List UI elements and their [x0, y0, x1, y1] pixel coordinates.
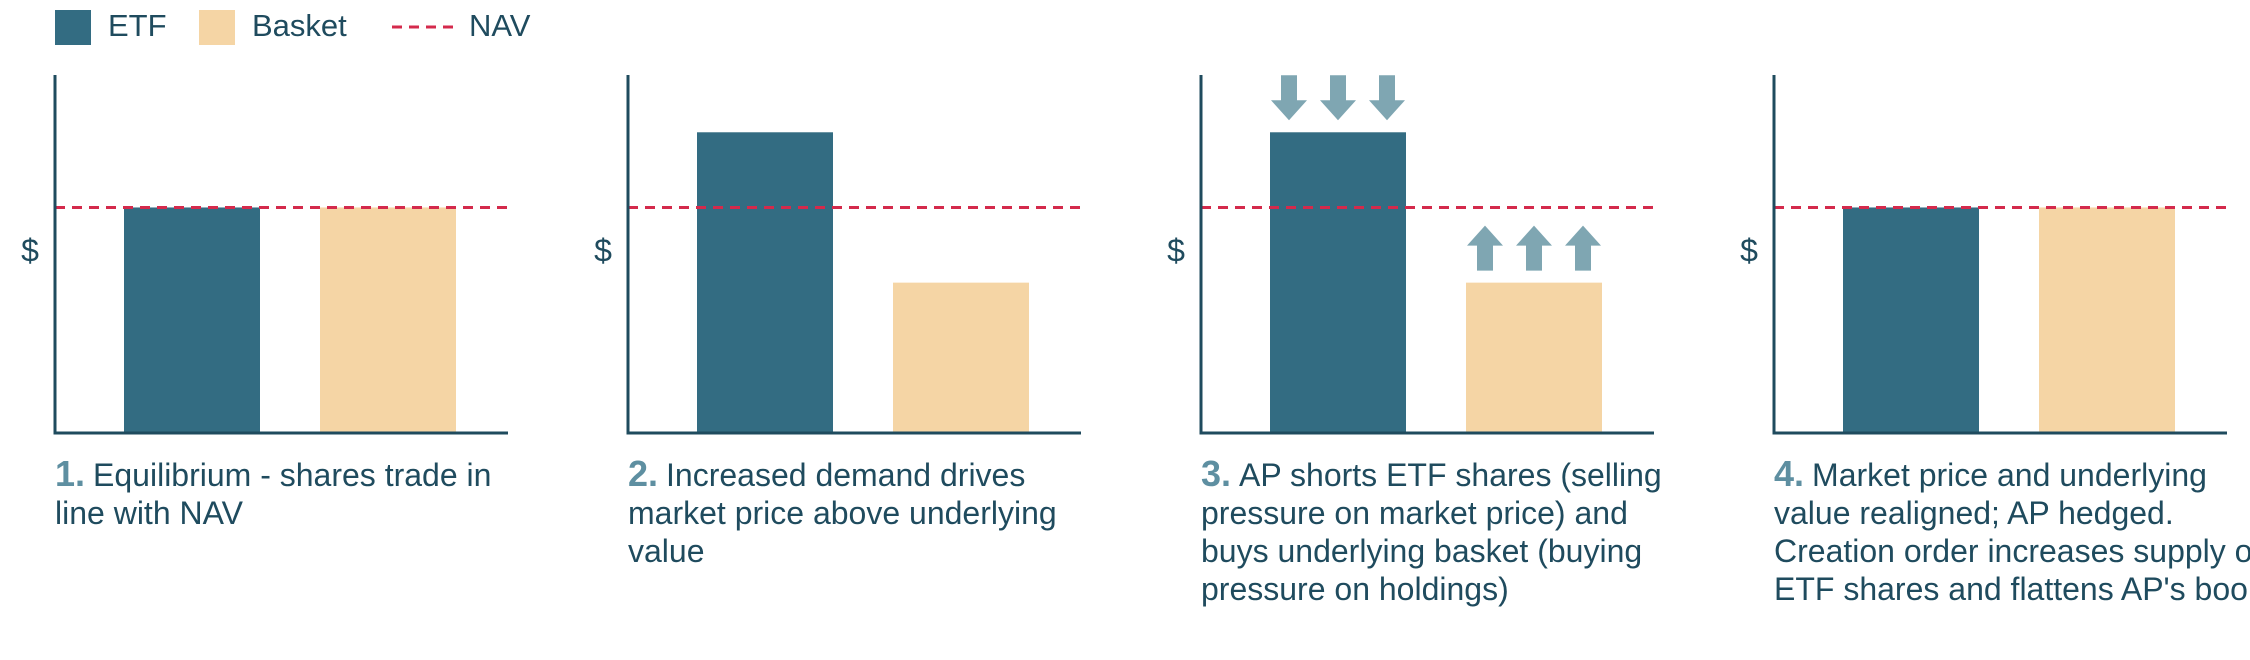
- pressure-arrow: [1516, 225, 1552, 271]
- axis: [53, 75, 508, 435]
- axis: [626, 75, 1081, 435]
- bar: [1270, 132, 1406, 433]
- pressure-arrow: [1320, 75, 1356, 121]
- caption-text: AP shorts ETF shares (selling pressure o…: [1201, 457, 1662, 607]
- legend-label: ETF: [108, 8, 167, 43]
- caption: 4. Market price and underlying value real…: [1774, 455, 2250, 608]
- bar: [893, 282, 1029, 433]
- caption: 1. Equilibrium - shares trade in line wit…: [55, 455, 545, 532]
- bar: [1843, 207, 1979, 433]
- y-axis-label: $: [594, 232, 612, 268]
- pressure-arrow: [1467, 225, 1503, 271]
- axis: [1199, 75, 1654, 435]
- bar: [124, 207, 260, 433]
- pressure-arrow: [1271, 75, 1307, 121]
- bar: [1466, 282, 1602, 433]
- pressure-arrow: [1565, 225, 1601, 271]
- bar: [320, 207, 456, 433]
- pressure-arrow: [1369, 75, 1405, 121]
- caption: 3. AP shorts ETF shares (selling pressure…: [1201, 455, 1691, 608]
- caption: 2. Increased demand drives market price a…: [628, 455, 1118, 570]
- caption-number: 1.: [55, 453, 86, 494]
- caption-text: Equilibrium - shares trade in line with …: [55, 457, 492, 531]
- legend-swatch: [55, 10, 91, 45]
- axis: [1772, 75, 2227, 435]
- y-axis-label: $: [1167, 232, 1185, 268]
- caption-number: 4.: [1774, 453, 1805, 494]
- y-axis-label: $: [1740, 232, 1758, 268]
- caption-text: Increased demand drives market price abo…: [628, 457, 1057, 569]
- legend-swatch: [199, 10, 235, 45]
- caption-number: 2.: [628, 453, 659, 494]
- bar: [2039, 207, 2175, 433]
- legend-label: NAV: [469, 8, 531, 43]
- bar: [697, 132, 833, 433]
- y-axis-label: $: [21, 232, 39, 268]
- legend-label: Basket: [252, 8, 347, 43]
- caption-number: 3.: [1201, 453, 1232, 494]
- caption-text: Market price and underlying value realig…: [1774, 457, 2250, 607]
